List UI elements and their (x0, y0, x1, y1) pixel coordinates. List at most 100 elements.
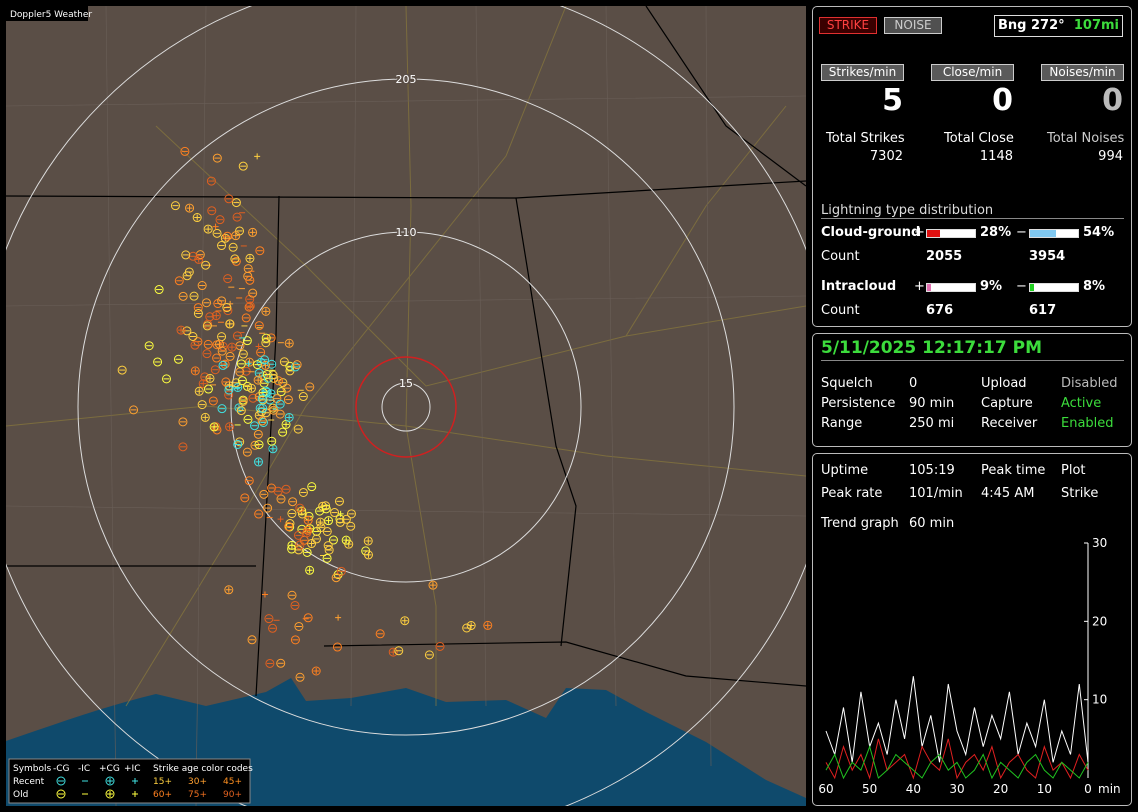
strike (247, 635, 257, 645)
type-name: Intracloud (821, 279, 897, 294)
strike (231, 378, 241, 388)
strike (261, 591, 268, 598)
strike (189, 291, 199, 301)
strike (255, 458, 262, 465)
strike (255, 377, 262, 384)
strike (220, 359, 230, 369)
status-text: Upload (981, 376, 1027, 391)
strike (276, 658, 286, 668)
status-text: Persistence (821, 396, 896, 411)
strike (211, 423, 218, 430)
strike (244, 476, 254, 486)
strike (302, 528, 312, 538)
strike (295, 503, 305, 513)
strike (201, 260, 211, 270)
percent-bar (926, 229, 976, 238)
strike (424, 650, 434, 660)
strike (363, 536, 373, 546)
strike (176, 325, 186, 335)
strike (260, 355, 270, 365)
strike (232, 232, 239, 239)
strike (170, 201, 180, 211)
strike (173, 354, 183, 364)
status-text: 0 (909, 376, 918, 391)
strike (181, 250, 191, 260)
noise-button[interactable]: NOISE (884, 17, 942, 34)
status-text: Capture (981, 396, 1033, 411)
strike (237, 376, 247, 386)
percent-bar (1029, 283, 1079, 292)
total-label: Total Strikes (826, 131, 905, 146)
strike (267, 436, 277, 446)
percent-fill (1030, 230, 1056, 237)
strike (196, 388, 203, 395)
total-label: Total Close (944, 131, 1014, 146)
strike (238, 349, 248, 359)
strike (188, 332, 198, 342)
county-lines (6, 6, 806, 806)
strike-button[interactable]: STRIKE (819, 17, 877, 34)
strike (346, 509, 356, 519)
stats-text: 4:45 AM (981, 486, 1035, 501)
strike (257, 416, 267, 426)
strike (302, 547, 312, 557)
strike (205, 226, 212, 233)
strike (217, 296, 227, 306)
strike (261, 333, 271, 343)
count: 617 (1029, 303, 1057, 318)
stats-text: 101/min (909, 486, 963, 501)
strike (269, 373, 279, 383)
strike (253, 429, 263, 439)
rate-label: Close/min (931, 64, 1014, 81)
strike (273, 486, 283, 496)
strike (178, 291, 188, 301)
strike (243, 414, 253, 424)
strike (254, 440, 264, 450)
ring-label: 205 (396, 73, 417, 86)
status-text: 250 mi (909, 416, 955, 431)
strike (117, 365, 127, 375)
strike (223, 274, 233, 284)
stats-text: Peak time (981, 463, 1046, 478)
strike (200, 412, 210, 422)
strike (186, 205, 193, 212)
strike (287, 544, 297, 554)
rate-value: 0 (1102, 83, 1123, 118)
strike (231, 198, 241, 208)
strike (144, 341, 154, 351)
percent-bar (926, 283, 976, 292)
strike (227, 342, 237, 352)
strike (225, 351, 235, 361)
legend-text: Recent (13, 777, 45, 787)
strike (224, 385, 234, 395)
strike (212, 153, 222, 163)
strike (290, 635, 300, 645)
strike (245, 253, 255, 263)
strike (328, 535, 338, 545)
strike (203, 339, 213, 349)
strike (154, 285, 164, 295)
strike (316, 523, 326, 533)
strike (311, 666, 321, 676)
sign: + (914, 279, 925, 294)
sign: − (1016, 225, 1027, 240)
strike (254, 457, 264, 467)
strike (233, 439, 243, 449)
strike (190, 340, 200, 350)
strike (230, 254, 240, 264)
strike (250, 421, 260, 431)
strike (335, 517, 345, 527)
legend-text: 90+ (223, 790, 242, 800)
strike (197, 281, 207, 291)
strike (198, 379, 208, 389)
strike (286, 340, 293, 347)
strike (225, 586, 232, 593)
strike (257, 394, 267, 404)
strike (337, 510, 344, 517)
legend-text: Strike age color codes (153, 764, 253, 774)
strike (203, 384, 213, 394)
strike (238, 396, 248, 406)
strike (188, 251, 198, 261)
strike (224, 390, 234, 400)
